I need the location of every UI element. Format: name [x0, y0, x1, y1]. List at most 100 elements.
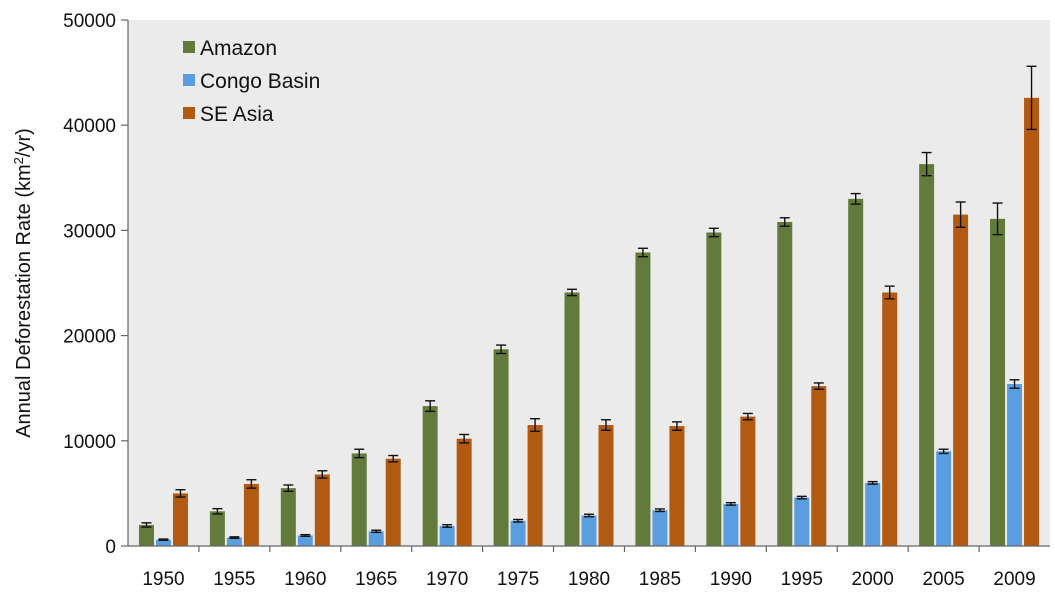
error-bar-se-asia-1960 [317, 470, 328, 479]
bar-amazon-1985 [635, 252, 651, 546]
error-bar-se-asia-2000 [884, 285, 895, 300]
error-bar-congo-basin-1990 [725, 501, 736, 506]
error-bar-group [141, 65, 1037, 542]
bar-amazon-2005 [919, 164, 935, 546]
y-axis-title-superscript: 2 [11, 157, 26, 164]
bar-amazon-1965 [351, 453, 367, 546]
bar-se-asia-1955 [243, 483, 259, 546]
x-tick-label: 1975 [497, 569, 539, 590]
error-bar-amazon-1960 [283, 484, 294, 492]
error-bar-amazon-1980 [567, 288, 577, 297]
legend-label-amazon: Amazon [200, 37, 277, 60]
bar-congo-basin-1970 [439, 526, 455, 546]
x-tick-label: 2005 [922, 569, 964, 590]
y-axis-title: Annual Deforestation Rate (km2/yr) [11, 128, 35, 438]
y-axis-title-tail: /yr) [13, 128, 35, 157]
bar-amazon-1975 [493, 349, 509, 546]
bar-group [138, 97, 1040, 547]
error-bar-amazon-2000 [850, 192, 861, 205]
bar-se-asia-1965 [385, 458, 401, 546]
error-bar-congo-basin-1970 [442, 524, 453, 528]
legend-swatch-amazon [183, 41, 195, 53]
error-bar-amazon-1985 [637, 247, 648, 258]
error-bar-se-asia-1995 [813, 382, 824, 390]
error-bar-se-asia-1980 [601, 419, 611, 431]
bar-se-asia-1960 [314, 474, 330, 546]
x-tick-label: 2009 [993, 569, 1035, 590]
legend: Amazon Congo Basin SE Asia [183, 37, 320, 126]
bar-congo-basin-2009 [1007, 383, 1023, 546]
error-bar-congo-basin-1985 [654, 508, 665, 513]
x-tick-label: 1970 [426, 569, 468, 590]
bar-se-asia-1950 [172, 493, 188, 546]
bar-congo-basin-1990 [723, 503, 739, 546]
bar-amazon-1960 [280, 488, 296, 546]
error-bar-amazon-2009 [992, 202, 1003, 236]
bar-amazon-1995 [777, 221, 793, 546]
x-tick-label: 1965 [355, 569, 397, 590]
x-tick-label: 1980 [568, 569, 610, 590]
bar-congo-basin-1950 [155, 539, 171, 546]
legend-label-congo-basin: Congo Basin [200, 70, 320, 93]
y-tick-label: 0 [105, 537, 116, 558]
bar-congo-basin-2005 [936, 451, 952, 546]
bar-se-asia-2009 [1024, 97, 1040, 547]
bar-se-asia-2000 [882, 292, 898, 546]
y-axis-title-main: Annual Deforestation Rate (km [13, 164, 35, 437]
bar-amazon-1970 [422, 406, 438, 546]
error-bar-congo-basin-1955 [229, 536, 240, 540]
y-tick-label: 20000 [63, 327, 116, 348]
error-bar-congo-basin-1980 [584, 513, 594, 518]
error-bar-congo-basin-1960 [300, 533, 311, 538]
bar-amazon-1990 [706, 232, 722, 546]
error-bar-se-asia-1975 [530, 418, 541, 433]
x-tick-label: 1995 [781, 569, 823, 590]
error-bar-amazon-1995 [779, 217, 790, 227]
x-tick-label: 1955 [213, 569, 255, 590]
bar-se-asia-1995 [811, 386, 827, 546]
bar-amazon-2009 [990, 218, 1006, 546]
bar-se-asia-1980 [598, 425, 614, 546]
bar-se-asia-1985 [669, 426, 685, 546]
bar-amazon-2000 [848, 198, 864, 546]
y-axis-ticks: 0 10000 20000 30000 40000 50000 [63, 11, 128, 558]
x-tick-label: 1990 [710, 569, 752, 590]
bar-se-asia-1990 [740, 416, 756, 546]
x-tick-label: 1950 [142, 569, 184, 590]
error-bar-se-asia-1990 [742, 412, 753, 421]
error-bar-amazon-1955 [212, 507, 223, 515]
bar-se-asia-1970 [456, 438, 472, 546]
error-bar-congo-basin-1975 [513, 518, 524, 523]
error-bar-amazon-1950 [141, 522, 152, 528]
y-tick-label: 10000 [63, 432, 116, 453]
plot-area [128, 20, 1050, 546]
error-bar-amazon-1965 [354, 448, 365, 459]
y-tick-label: 50000 [63, 11, 116, 32]
error-bar-se-asia-1970 [459, 433, 470, 444]
bar-amazon-1955 [209, 511, 225, 546]
y-tick-label: 30000 [63, 221, 116, 242]
error-bar-se-asia-2005 [955, 201, 966, 228]
error-bar-se-asia-1950 [175, 489, 186, 498]
error-bar-amazon-1975 [496, 344, 507, 355]
legend-swatch-se-asia [183, 107, 195, 119]
legend-swatch-congo-basin [183, 74, 195, 86]
error-bar-congo-basin-2009 [1009, 379, 1020, 389]
x-tick-label: 2000 [852, 569, 894, 590]
bar-amazon-1980 [564, 292, 580, 546]
bar-amazon-1950 [138, 524, 154, 546]
bar-se-asia-2005 [953, 214, 969, 546]
error-bar-congo-basin-2005 [938, 448, 949, 455]
error-bar-congo-basin-1995 [796, 495, 807, 500]
bar-congo-basin-1965 [368, 531, 384, 546]
bar-congo-basin-2000 [865, 482, 881, 546]
bar-congo-basin-1995 [794, 497, 810, 546]
x-tick-label: 1985 [639, 569, 681, 590]
error-bar-se-asia-2009 [1026, 65, 1037, 131]
bar-congo-basin-1985 [652, 510, 668, 546]
error-bar-congo-basin-1950 [158, 538, 169, 542]
error-bar-congo-basin-2000 [867, 480, 878, 485]
x-axis-ticks: 1950 1955 1960 1965 1970 1975 1980 1985 1990 1995… [142, 546, 1036, 590]
error-bar-amazon-1990 [708, 227, 719, 238]
